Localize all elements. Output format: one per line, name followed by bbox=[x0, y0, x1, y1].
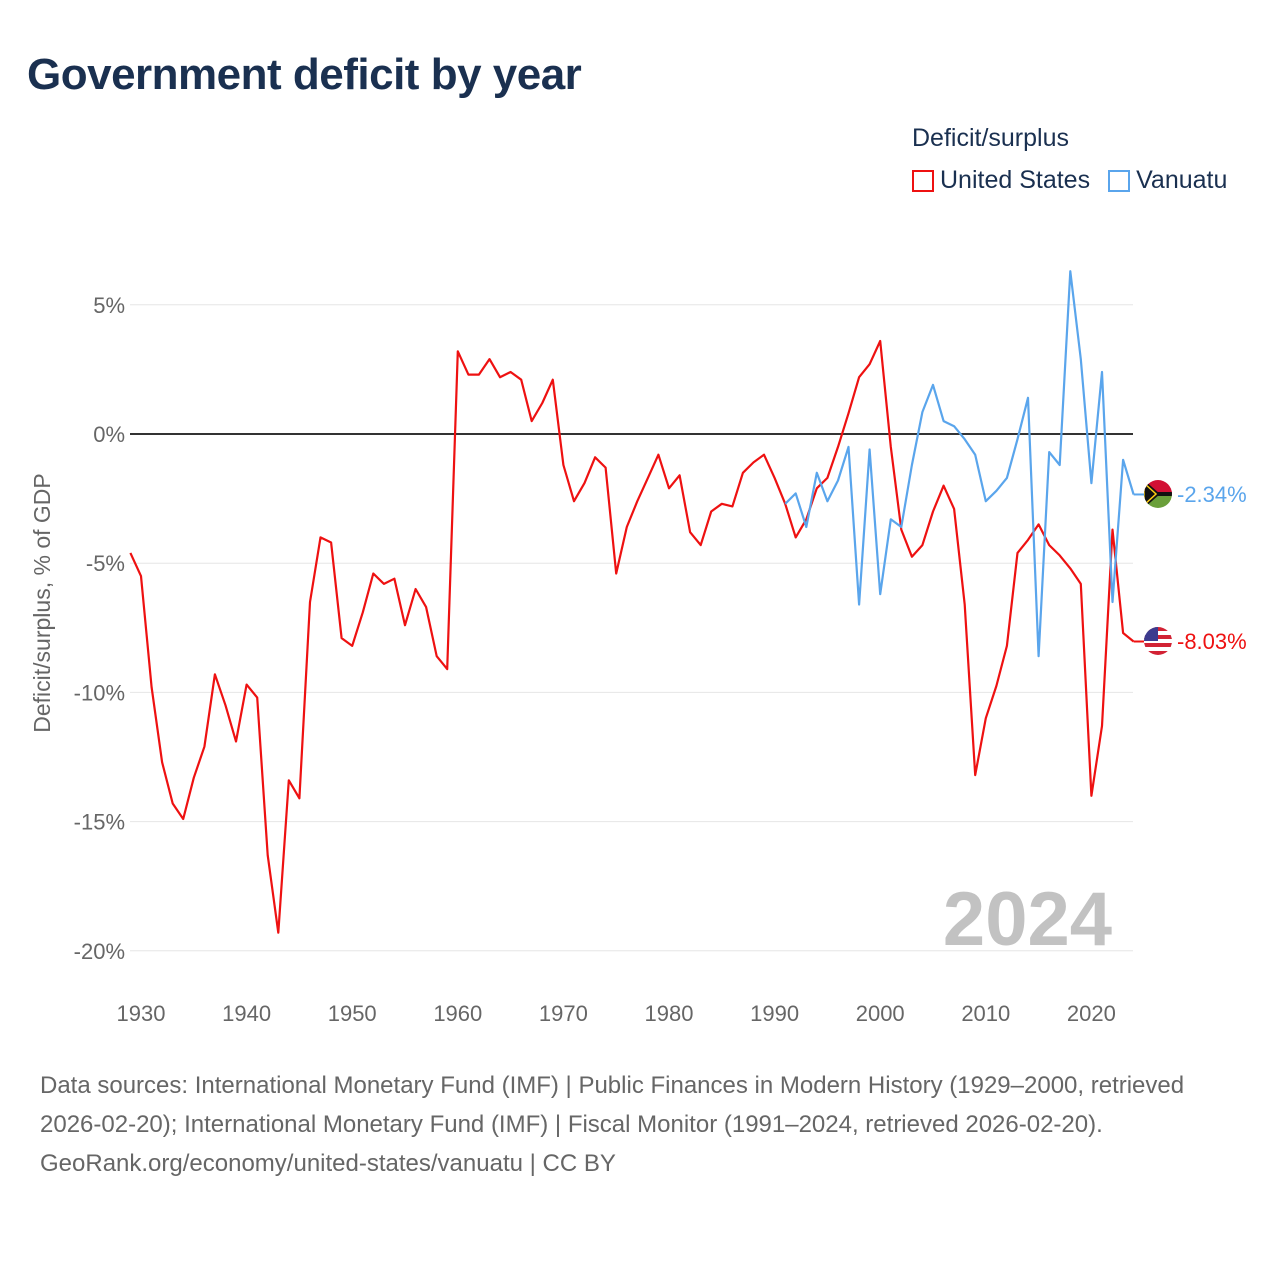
x-tick-label: 2010 bbox=[961, 1001, 1010, 1026]
y-tick-label: -10% bbox=[74, 680, 125, 705]
legend-swatch-vanuatu bbox=[1108, 169, 1131, 192]
y-tick-label: 5% bbox=[93, 293, 125, 318]
y-tick-label: -20% bbox=[74, 939, 125, 964]
y-tick-label: 0% bbox=[93, 422, 125, 447]
vanuatu-end-label: -2.34% bbox=[1177, 482, 1247, 507]
y-tick-label: -5% bbox=[86, 551, 125, 576]
footer: Data sources: International Monetary Fun… bbox=[40, 1066, 1240, 1183]
united-states-flag-icon bbox=[1144, 627, 1172, 655]
x-tick-label: 1960 bbox=[433, 1001, 482, 1026]
legend-swatch-united-states bbox=[912, 169, 934, 192]
legend-label: United States bbox=[940, 166, 1091, 194]
series-line-vanuatu[interactable] bbox=[784, 270, 1135, 658]
x-tick-label: 1950 bbox=[328, 1001, 377, 1026]
united-states-end-label: -8.03% bbox=[1177, 629, 1247, 654]
x-tick-label: 1930 bbox=[117, 1001, 166, 1026]
legend-title: Deficit/surplus bbox=[912, 124, 1069, 152]
x-tick-label: 2000 bbox=[856, 1001, 905, 1026]
page-title: Government deficit by year bbox=[27, 50, 582, 99]
data-sources: Data sources: International Monetary Fun… bbox=[40, 1072, 1185, 1138]
legend-item-united-states[interactable]: United States bbox=[912, 166, 1090, 195]
legend: United States Vanuatu bbox=[912, 166, 1227, 195]
x-tick-label: 1970 bbox=[539, 1001, 588, 1026]
x-tick-label: 1940 bbox=[222, 1001, 271, 1026]
legend-item-vanuatu[interactable]: Vanuatu bbox=[1108, 166, 1227, 195]
x-tick-label: 1980 bbox=[645, 1001, 694, 1026]
credit-link[interactable]: GeoRank.org/economy/united-states/vanuat… bbox=[40, 1150, 616, 1177]
x-tick-label: 1990 bbox=[750, 1001, 799, 1026]
y-tick-label: -15% bbox=[74, 810, 125, 835]
year-watermark: 2024 bbox=[943, 877, 1112, 962]
series-line-united-states[interactable] bbox=[129, 339, 1135, 934]
x-tick-label: 2020 bbox=[1067, 1001, 1116, 1026]
vanuatu-flag-icon bbox=[1144, 480, 1172, 508]
legend-label: Vanuatu bbox=[1136, 166, 1228, 194]
y-axis-label: Deficit/surplus, % of GDP bbox=[29, 473, 55, 732]
